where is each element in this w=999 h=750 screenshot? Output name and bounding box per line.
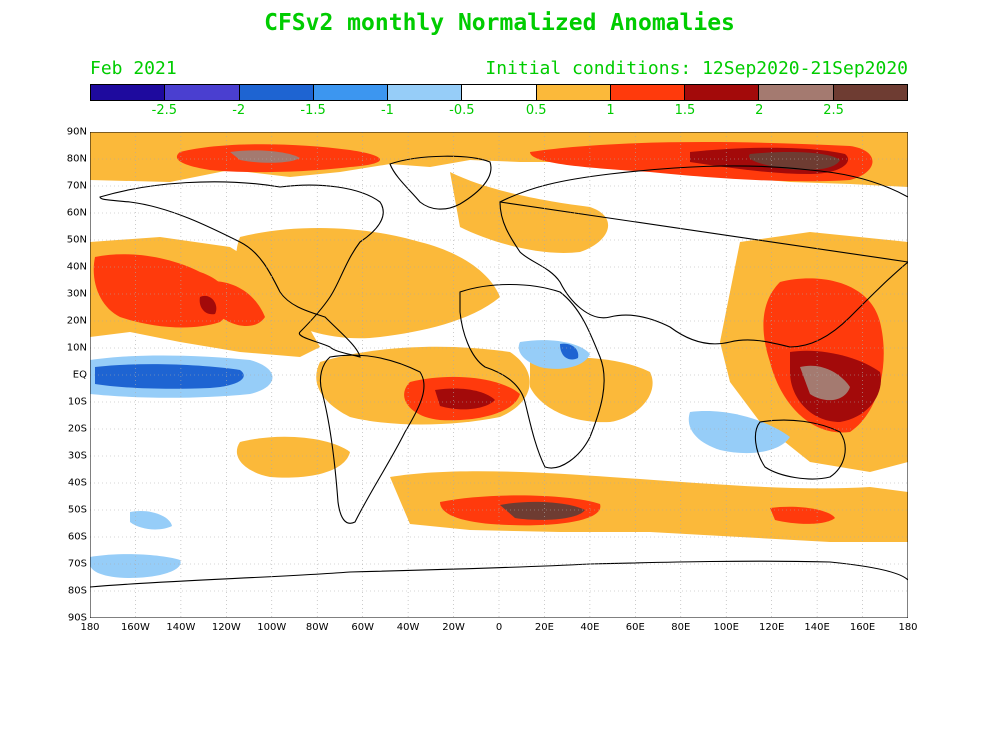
forecast-month: Feb 2021 [90, 58, 177, 79]
longitude-tick-label: 80E [671, 622, 691, 633]
grid-lines [90, 132, 908, 618]
longitude-tick-label: 180 [898, 622, 918, 633]
longitude-tick-label: 20W [442, 622, 465, 633]
longitude-tick-label: 180 [80, 622, 100, 633]
color-scale-label: -2 [232, 103, 246, 118]
color-scale-swatch [91, 85, 166, 100]
longitude-tick-label: 160W [120, 622, 150, 633]
anomaly-map [90, 132, 908, 618]
latitude-tick-label: 70N [66, 180, 87, 192]
latitude-tick-label: 30S [67, 450, 87, 462]
latitude-tick-label: 50S [67, 504, 87, 516]
color-scale-swatch [685, 85, 760, 100]
longitude-tick-label: 140E [804, 622, 830, 633]
longitude-tick-label: 80W [305, 622, 329, 633]
color-scale-swatch [165, 85, 240, 100]
color-scale-label: -0.5 [449, 103, 475, 118]
longitude-tick-label: 40E [580, 622, 600, 633]
color-scale-swatch [313, 85, 389, 100]
initial-conditions: Initial conditions: 12Sep2020-21Sep2020 [485, 58, 908, 79]
latitude-tick-label: 40N [66, 261, 87, 273]
longitude-tick-label: 20E [534, 622, 554, 633]
latitude-tick-label: 90S [67, 612, 87, 624]
chart-title: CFSv2 monthly Normalized Anomalies [264, 10, 735, 36]
anomaly-fields [90, 132, 908, 578]
longitude-tick-label: 160E [849, 622, 876, 633]
color-scale-label: 1 [606, 103, 615, 118]
color-scale-label: -2.5 [151, 103, 178, 118]
color-scale-label: -1.5 [300, 103, 326, 118]
latitude-tick-label: 10N [66, 342, 87, 354]
longitude-tick-label: 120W [211, 622, 241, 633]
latitude-tick-label: 90N [66, 126, 87, 138]
latitude-tick-label: 30N [66, 288, 87, 300]
color-scale-swatch [239, 85, 314, 100]
color-scale-label: 2 [755, 103, 764, 118]
latitude-tick-label: 80N [66, 153, 87, 165]
latitude-tick-label: 80S [67, 585, 87, 597]
latitude-tick-label: 60S [67, 531, 87, 543]
color-scale-label: 2.5 [823, 103, 844, 118]
longitude-tick-label: 60W [351, 622, 374, 633]
color-scale-swatch [462, 85, 537, 100]
latitude-tick-label: 70S [67, 558, 87, 570]
color-scale-swatch [833, 85, 907, 100]
latitude-tick-label: EQ [72, 369, 87, 381]
latitude-tick-label: 40S [67, 477, 87, 489]
latitude-tick-label: 10S [67, 396, 87, 408]
color-scale-label: -1 [380, 103, 394, 118]
color-scale-label: 1.5 [674, 103, 696, 118]
color-scale-swatch [610, 85, 686, 100]
longitude-tick-label: 100E [713, 622, 739, 633]
latitude-tick-label: 20N [66, 315, 87, 327]
color-scale-labels: -2.5 -2 -1.5 -1 -0.5 0.5 1 1.5 2 2.5 [90, 103, 908, 121]
color-scale-label: 0.5 [525, 103, 547, 118]
longitude-tick-label: 60E [625, 622, 645, 633]
color-scale-swatch [536, 85, 611, 100]
longitude-tick-label: 140W [166, 622, 196, 633]
color-scale-bar [90, 84, 908, 101]
latitude-tick-label: 50N [66, 234, 87, 246]
color-scale-swatch [388, 85, 463, 100]
coastlines [90, 155, 908, 588]
longitude-tick-label: 40W [396, 622, 420, 633]
latitude-tick-label: 20S [67, 423, 87, 435]
longitude-tick-label: 120E [758, 622, 785, 633]
longitude-tick-label: 0 [495, 622, 503, 633]
longitude-tick-label: 100W [257, 622, 287, 633]
color-scale-swatch [759, 85, 834, 100]
latitude-tick-label: 60N [66, 207, 87, 219]
